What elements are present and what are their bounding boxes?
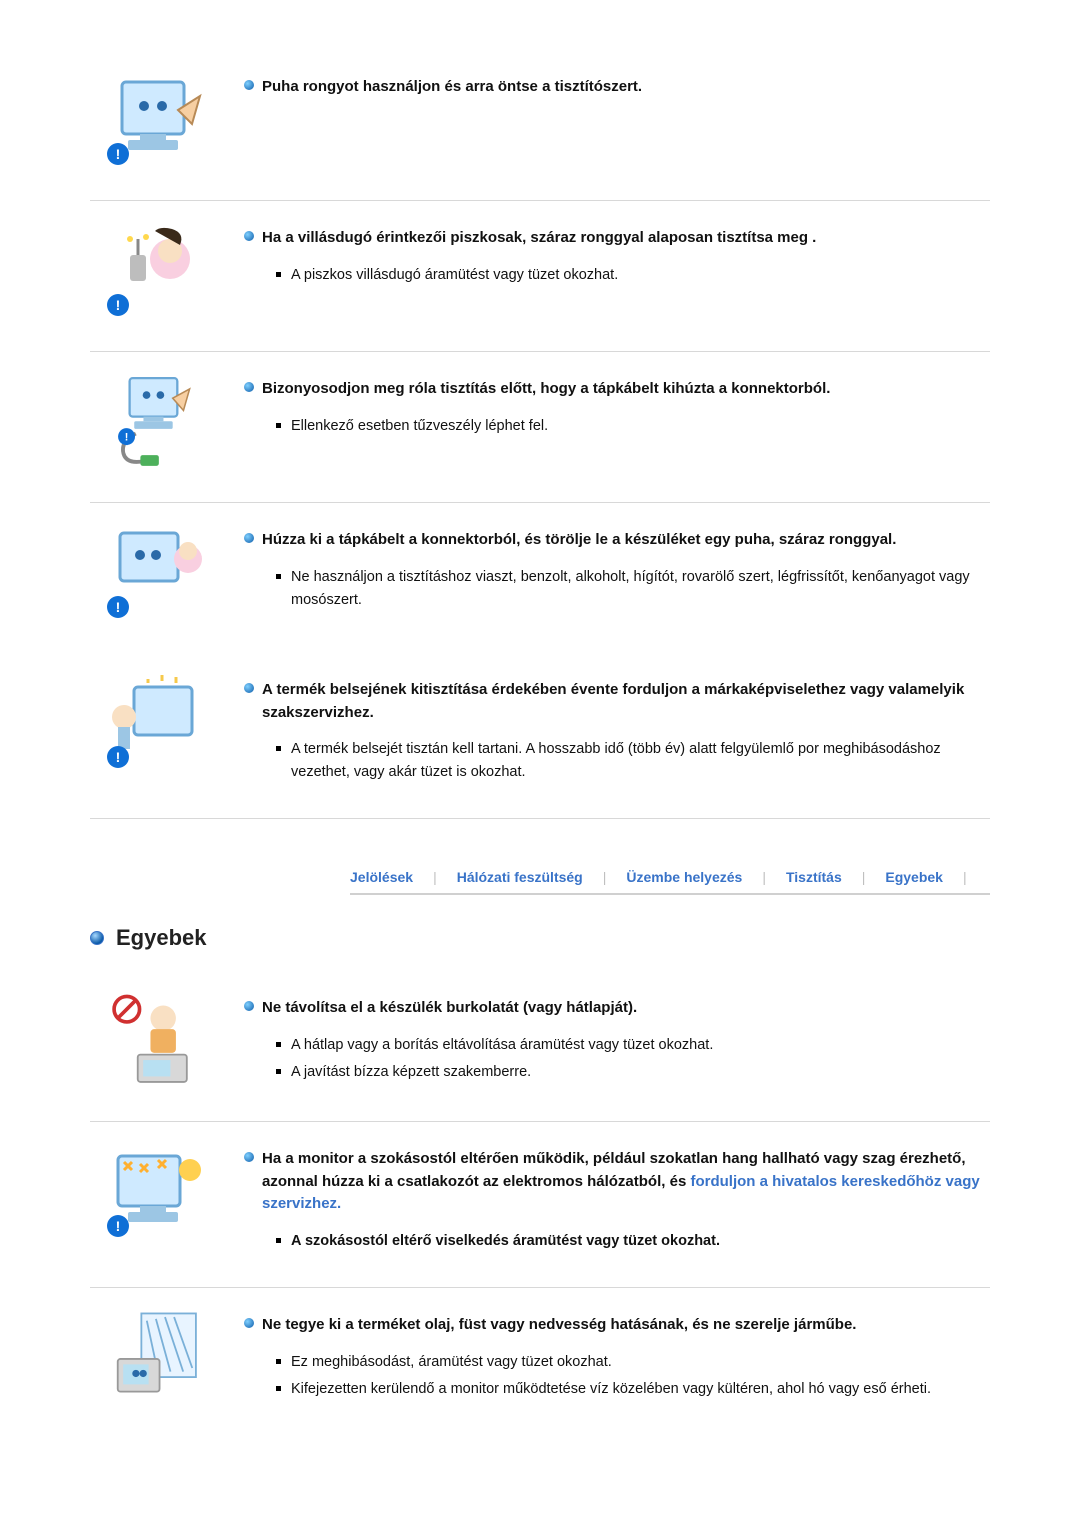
bullet-icon — [244, 533, 254, 543]
bullet-icon — [244, 1001, 254, 1011]
section-header-text: Egyebek — [116, 925, 207, 951]
bullet-icon — [244, 1318, 254, 1328]
tab-separator: | — [762, 869, 766, 885]
sub-text: Ne használjon a tisztításhoz viaszt, ben… — [291, 566, 990, 612]
tab-separator: | — [862, 869, 866, 885]
item-text-2: Bizonyosodjon meg róla tisztítás előtt, … — [244, 372, 990, 472]
sub-bullet-icon — [276, 1386, 281, 1391]
tab-separator: | — [433, 869, 437, 885]
sub-text: Kifejezetten kerülendő a monitor működte… — [291, 1378, 931, 1401]
safety-item-5: Ne távolítsa el a készülék burkolatát (v… — [90, 981, 990, 1122]
sub-text: A hátlap vagy a borítás eltávolítása ára… — [291, 1034, 713, 1057]
section-header: Egyebek — [90, 925, 990, 951]
svg-text:!: ! — [125, 431, 129, 443]
illustration-6: ! — [90, 1142, 220, 1257]
illustration-4: ! — [90, 673, 220, 788]
sub-bullet-icon — [276, 1359, 281, 1364]
tab-bar: Jelölések | Hálózati feszültség | Üzembe… — [350, 869, 990, 895]
sub-text: Ellenkező esetben tűzveszély léphet fel. — [291, 415, 548, 438]
tab-uzembe[interactable]: Üzembe helyezés — [626, 869, 742, 885]
illustration-5 — [90, 991, 220, 1091]
sub-bullet-icon — [276, 1069, 281, 1074]
sub-item: Ez meghibásodást, áramütést vagy tüzet o… — [276, 1351, 990, 1374]
sub-item: A piszkos villásdugó áramütést vagy tüze… — [276, 264, 990, 287]
item-title: Ha a monitor a szokásostól eltérően műkö… — [262, 1148, 990, 1216]
safety-item-4: ! A termék belsejének kitisztítása érdek… — [90, 663, 990, 819]
sub-item: Kifejezetten kerülendő a monitor működte… — [276, 1378, 990, 1401]
sub-item: Ellenkező esetben tűzveszély léphet fel. — [276, 415, 990, 438]
sub-bullet-icon — [276, 423, 281, 428]
sub-text: A termék belsejét tisztán kell tartani. … — [291, 738, 990, 784]
item-title: Puha rongyot használjon és arra öntse a … — [262, 76, 642, 99]
item-text-7: Ne tegye ki a terméket olaj, füst vagy n… — [244, 1308, 990, 1408]
sub-bullet-icon — [276, 746, 281, 751]
sub-bullet-icon — [276, 1238, 281, 1243]
tab-jelolesek[interactable]: Jelölések — [350, 869, 413, 885]
sub-text: A szokásostól eltérő viselkedés áramütés… — [291, 1230, 720, 1253]
sub-bullet-icon — [276, 1042, 281, 1047]
illustration-7 — [90, 1308, 220, 1408]
sub-item: A hátlap vagy a borítás eltávolítása ára… — [276, 1034, 990, 1057]
sub-item: Ne használjon a tisztításhoz viaszt, ben… — [276, 566, 990, 612]
item-title: Ne tegye ki a terméket olaj, füst vagy n… — [262, 1314, 856, 1337]
header-bullet-icon — [90, 931, 104, 945]
safety-item-1: ! Ha a villásdugó érintkezői piszkosak, … — [90, 211, 990, 352]
svg-text:!: ! — [116, 1218, 121, 1234]
sub-text: Ez meghibásodást, áramütést vagy tüzet o… — [291, 1351, 612, 1374]
sub-bullet-icon — [276, 574, 281, 579]
illustration-0: ! — [90, 70, 220, 170]
safety-item-3: ! Húzza ki a tápkábelt a konnektorból, é… — [90, 513, 990, 653]
item-title: Bizonyosodjon meg róla tisztítás előtt, … — [262, 378, 830, 401]
illustration-1: ! — [90, 221, 220, 321]
sub-text: A javítást bízza képzett szakemberre. — [291, 1061, 531, 1084]
item-text-5: Ne távolítsa el a készülék burkolatát (v… — [244, 991, 990, 1091]
bullet-icon — [244, 231, 254, 241]
sub-text: A piszkos villásdugó áramütést vagy tüze… — [291, 264, 618, 287]
tab-separator: | — [963, 869, 967, 885]
safety-item-6: ! Ha a monitor a szokásostól eltérően mű… — [90, 1132, 990, 1288]
illustration-2: ! — [90, 372, 220, 472]
bullet-icon — [244, 683, 254, 693]
tab-separator: | — [603, 869, 607, 885]
tab-tisztitas[interactable]: Tisztítás — [786, 869, 842, 885]
safety-item-2: ! Bizonyosodjon meg róla tisztítás előtt… — [90, 362, 990, 503]
svg-text:!: ! — [116, 599, 121, 615]
safety-item-0: ! Puha rongyot használjon és arra öntse … — [90, 60, 990, 201]
item-title: Húzza ki a tápkábelt a konnektorból, és … — [262, 529, 896, 552]
illustration-3: ! — [90, 523, 220, 623]
svg-text:!: ! — [116, 146, 121, 162]
bullet-icon — [244, 1152, 254, 1162]
svg-text:!: ! — [116, 297, 121, 313]
tab-egyebek[interactable]: Egyebek — [885, 869, 943, 885]
sub-item: A termék belsejét tisztán kell tartani. … — [276, 738, 990, 784]
item-text-6: Ha a monitor a szokásostól eltérően műkö… — [244, 1142, 990, 1257]
sub-item: A szokásostól eltérő viselkedés áramütés… — [276, 1230, 990, 1253]
sub-item: A javítást bízza képzett szakemberre. — [276, 1061, 990, 1084]
item-text-1: Ha a villásdugó érintkezői piszkosak, sz… — [244, 221, 990, 321]
item-text-0: Puha rongyot használjon és arra öntse a … — [244, 70, 990, 170]
item-title: A termék belsejének kitisztítása érdekéb… — [262, 679, 990, 724]
item-title: Ne távolítsa el a készülék burkolatát (v… — [262, 997, 637, 1020]
bullet-icon — [244, 80, 254, 90]
bullet-icon — [244, 382, 254, 392]
safety-item-7: Ne tegye ki a terméket olaj, füst vagy n… — [90, 1298, 990, 1438]
svg-text:!: ! — [116, 749, 121, 765]
tab-halozati[interactable]: Hálózati feszültség — [457, 869, 583, 885]
sub-bullet-icon — [276, 272, 281, 277]
item-text-3: Húzza ki a tápkábelt a konnektorból, és … — [244, 523, 990, 623]
item-title: Ha a villásdugó érintkezői piszkosak, sz… — [262, 227, 816, 250]
item-text-4: A termék belsejének kitisztítása érdekéb… — [244, 673, 990, 788]
